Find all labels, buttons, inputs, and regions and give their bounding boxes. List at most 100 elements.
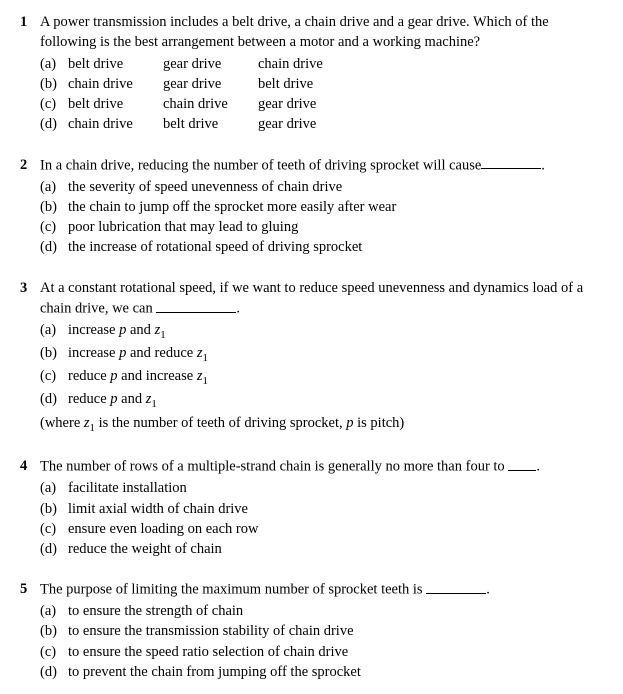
text-pre: In a chain drive, reducing the number of… — [40, 157, 481, 173]
option-text: to ensure the transmission stability of … — [68, 621, 603, 641]
option-a: (a) the severity of speed unevenness of … — [40, 177, 603, 197]
option-label: (b) — [40, 343, 68, 366]
option-col1: belt drive — [68, 94, 163, 114]
question-4: 4 The number of rows of a multiple-stran… — [20, 456, 603, 559]
option-label: (b) — [40, 74, 68, 94]
blank-line — [508, 456, 536, 471]
option-label: (d) — [40, 237, 68, 257]
option-label: (c) — [40, 217, 68, 237]
option-label: (c) — [40, 366, 68, 389]
option-col1: chain drive — [68, 74, 163, 94]
option-b: (b) increase p and reduce z1 — [40, 343, 603, 366]
text-pre: At a constant rotational speed, if we wa… — [40, 280, 583, 317]
option-label: (d) — [40, 662, 68, 682]
option-label: (b) — [40, 499, 68, 519]
question-content: In a chain drive, reducing the number of… — [40, 155, 603, 258]
option-c: (c) to ensure the speed ratio selection … — [40, 642, 603, 662]
option-col2: gear drive — [163, 54, 258, 74]
options-list: (a) to ensure the strength of chain (b) … — [40, 601, 603, 682]
option-d: (d) chain drive belt drive gear drive — [40, 114, 603, 134]
question-text: The number of rows of a multiple-strand … — [40, 456, 603, 477]
blank-line — [481, 155, 541, 170]
option-col1: chain drive — [68, 114, 163, 134]
option-label: (a) — [40, 478, 68, 498]
text-post: . — [536, 459, 540, 475]
option-text: facilitate installation — [68, 478, 603, 498]
option-text: the increase of rotational speed of driv… — [68, 237, 603, 257]
option-label: (c) — [40, 519, 68, 539]
question-number: 3 — [20, 278, 40, 437]
option-text: ensure even loading on each row — [68, 519, 603, 539]
option-text: reduce p and z1 — [68, 389, 603, 412]
option-d: (d) the increase of rotational speed of … — [40, 237, 603, 257]
option-col2: belt drive — [163, 114, 258, 134]
option-col3: gear drive — [258, 94, 353, 114]
option-c: (c) belt drive chain drive gear drive — [40, 94, 603, 114]
note-text: (where z1 is the number of teeth of driv… — [40, 413, 603, 436]
option-a: (a) to ensure the strength of chain — [40, 601, 603, 621]
option-text: limit axial width of chain drive — [68, 499, 603, 519]
text-pre: The purpose of limiting the maximum numb… — [40, 582, 426, 598]
option-a: (a) belt drive gear drive chain drive — [40, 54, 603, 74]
blank-line — [156, 298, 236, 313]
option-label: (a) — [40, 54, 68, 74]
option-label: (d) — [40, 539, 68, 559]
question-content: The purpose of limiting the maximum numb… — [40, 579, 603, 682]
question-text: The purpose of limiting the maximum numb… — [40, 579, 603, 600]
options-table: (a) belt drive gear drive chain drive (b… — [40, 54, 603, 135]
option-d: (d) reduce the weight of chain — [40, 539, 603, 559]
question-text: In a chain drive, reducing the number of… — [40, 155, 603, 176]
option-c: (c) poor lubrication that may lead to gl… — [40, 217, 603, 237]
option-text: increase p and reduce z1 — [68, 343, 603, 366]
option-text: to prevent the chain from jumping off th… — [68, 662, 603, 682]
question-number: 1 — [20, 12, 40, 135]
option-label: (b) — [40, 197, 68, 217]
option-a: (a) facilitate installation — [40, 478, 603, 498]
text-post: . — [486, 582, 490, 598]
option-text: reduce p and increase z1 — [68, 366, 603, 389]
option-col3: belt drive — [258, 74, 353, 94]
option-label: (a) — [40, 601, 68, 621]
option-label: (d) — [40, 114, 68, 134]
option-d: (d) reduce p and z1 — [40, 389, 603, 412]
option-col2: gear drive — [163, 74, 258, 94]
question-content: A power transmission includes a belt dri… — [40, 12, 603, 135]
option-text: to ensure the speed ratio selection of c… — [68, 642, 603, 662]
text-pre: The number of rows of a multiple-strand … — [40, 459, 508, 475]
question-number: 2 — [20, 155, 40, 258]
option-label: (c) — [40, 642, 68, 662]
option-b: (b) the chain to jump off the sprocket m… — [40, 197, 603, 217]
option-label: (a) — [40, 177, 68, 197]
option-b: (b) chain drive gear drive belt drive — [40, 74, 603, 94]
options-list: (a) facilitate installation (b) limit ax… — [40, 478, 603, 559]
text-post: . — [541, 157, 545, 173]
blank-line — [426, 579, 486, 594]
option-text: to ensure the strength of chain — [68, 601, 603, 621]
question-text: A power transmission includes a belt dri… — [40, 12, 603, 53]
question-number: 5 — [20, 579, 40, 682]
question-content: At a constant rotational speed, if we wa… — [40, 278, 603, 437]
option-text: poor lubrication that may lead to gluing — [68, 217, 603, 237]
option-label: (a) — [40, 320, 68, 343]
option-label: (c) — [40, 94, 68, 114]
option-col3: chain drive — [258, 54, 353, 74]
question-content: The number of rows of a multiple-strand … — [40, 456, 603, 559]
option-a: (a) increase p and z1 — [40, 320, 603, 343]
option-d: (d) to prevent the chain from jumping of… — [40, 662, 603, 682]
option-text: the chain to jump off the sprocket more … — [68, 197, 603, 217]
question-text: At a constant rotational speed, if we wa… — [40, 278, 603, 319]
option-label: (b) — [40, 621, 68, 641]
question-number: 4 — [20, 456, 40, 559]
question-5: 5 The purpose of limiting the maximum nu… — [20, 579, 603, 682]
var-p: p — [110, 391, 117, 407]
var-p: p — [346, 415, 353, 431]
question-3: 3 At a constant rotational speed, if we … — [20, 278, 603, 437]
option-label: (d) — [40, 389, 68, 412]
var-p: p — [110, 368, 117, 384]
options-list: (a) increase p and z1 (b) increase p and… — [40, 320, 603, 412]
option-c: (c) ensure even loading on each row — [40, 519, 603, 539]
option-b: (b) to ensure the transmission stability… — [40, 621, 603, 641]
option-text: the severity of speed unevenness of chai… — [68, 177, 603, 197]
option-text: reduce the weight of chain — [68, 539, 603, 559]
option-col2: chain drive — [163, 94, 258, 114]
